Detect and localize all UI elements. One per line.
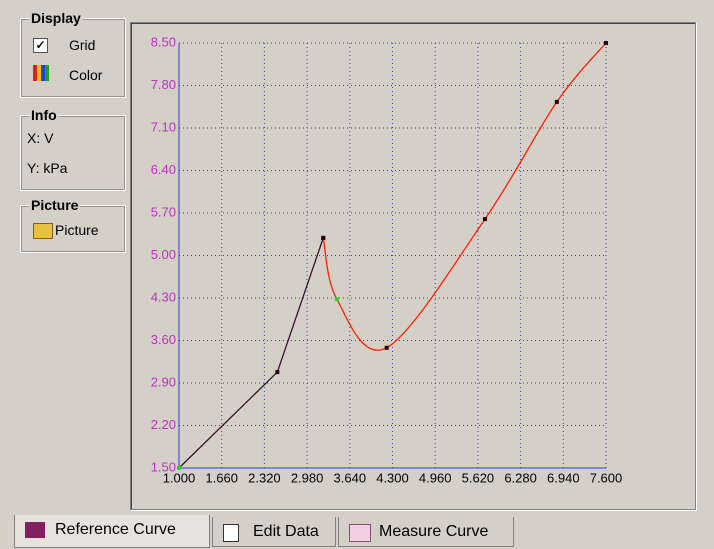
info-group: Info X: V Y: kPa <box>20 107 126 191</box>
x-tick-label: 6.280 <box>504 470 537 485</box>
tab[interactable]: Reference Curve <box>14 515 210 548</box>
picture-group: Picture Picture <box>20 197 126 253</box>
x-tick-label: 4.300 <box>376 470 409 485</box>
chart-panel: 1.50 2.20 2.90 3.60 4.30 5.00 5.70 6.40 7.10 7.80… <box>130 22 696 510</box>
y-tick-label: 3.60 <box>151 332 176 347</box>
info-y: Y: kPa <box>27 160 68 176</box>
picture-icon[interactable] <box>33 223 53 239</box>
curve <box>178 237 324 469</box>
point <box>334 297 339 302</box>
point <box>384 345 389 350</box>
y-tick-label: 2.90 <box>151 374 176 389</box>
point <box>554 99 559 104</box>
grid-checkbox[interactable]: ✓ <box>33 38 48 53</box>
y-tick-label: 5.00 <box>151 247 176 262</box>
y-tick-label: 1.50 <box>151 459 176 474</box>
point <box>483 217 488 222</box>
tab-label[interactable]: Measure Curve <box>379 523 489 540</box>
tab-icon <box>25 522 45 538</box>
color-label[interactable]: Color <box>69 67 103 83</box>
tab-label[interactable]: Edit Data <box>253 523 319 540</box>
y-tick-label: 2.20 <box>151 417 176 432</box>
curve <box>322 42 607 351</box>
x-tick-label: 7.600 <box>590 470 623 485</box>
x-tick-label: 3.640 <box>334 470 367 485</box>
y-tick-label: 6.40 <box>151 162 176 177</box>
y-tick-label: 4.30 <box>151 289 176 304</box>
x-tick-label: 1.660 <box>205 470 238 485</box>
y-tick-label: 8.50 <box>151 34 176 49</box>
point <box>604 41 608 45</box>
x-tick-label: 2.320 <box>248 470 281 485</box>
grid-label[interactable]: Grid <box>69 37 96 53</box>
color-icon[interactable] <box>33 65 49 81</box>
display-group: Display ✓ Grid Color <box>20 10 126 98</box>
y-tick-label: 7.80 <box>151 77 176 92</box>
tab-icon <box>349 524 371 542</box>
tab-icon <box>223 524 239 542</box>
tab[interactable]: Edit Data <box>212 517 336 547</box>
chart: 1.50 2.20 2.90 3.60 4.30 5.00 5.70 6.40 7.10 7.80… <box>151 34 623 485</box>
x-tick-label: 2.980 <box>291 470 324 485</box>
info-x: X: V <box>27 130 54 146</box>
x-tick-label: 1.000 <box>163 470 196 485</box>
point <box>275 370 280 375</box>
point <box>177 466 181 470</box>
point <box>321 235 326 240</box>
x-tick-label: 6.940 <box>547 470 580 485</box>
x-tick-label: 5.620 <box>462 470 495 485</box>
tab-label[interactable]: Reference Curve <box>55 521 176 538</box>
x-tick-label: 4.960 <box>419 470 452 485</box>
y-tick-label: 7.10 <box>151 119 176 134</box>
group-title: Display <box>29 10 83 26</box>
group-title: Info <box>29 107 59 123</box>
picture-button[interactable]: Picture <box>55 222 99 238</box>
tab[interactable]: Measure Curve <box>338 517 514 547</box>
y-tick-label: 5.70 <box>151 204 176 219</box>
group-title: Picture <box>29 197 81 213</box>
